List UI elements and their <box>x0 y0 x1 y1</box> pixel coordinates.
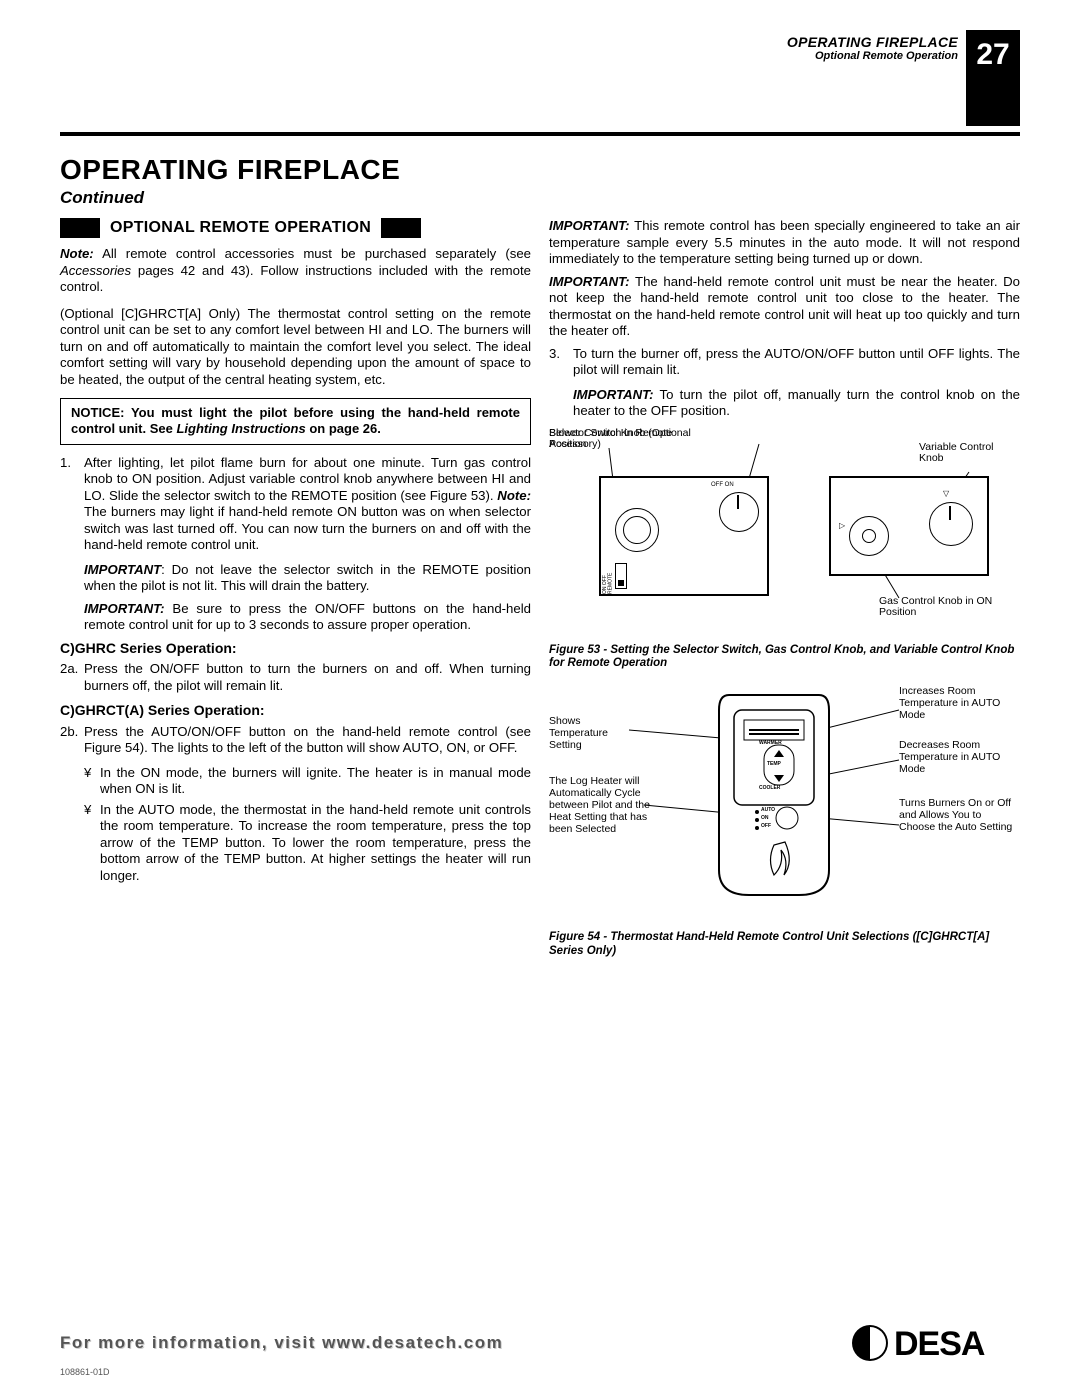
panel-right: ▷ ▽ <box>829 476 989 576</box>
label-auto: AUTO <box>761 808 775 814</box>
important-3: IMPORTANT: This remote control has been … <box>549 218 1020 268</box>
switch-thumb <box>618 580 624 586</box>
important-2: IMPORTANT: Be sure to press the ON/OFF b… <box>84 601 531 634</box>
header-text-block: OPERATING FIREPLACE Optional Remote Oper… <box>787 30 958 62</box>
subhead-cghrc: C)GHRC Series Operation: <box>60 640 531 658</box>
list-item-2a: 2a. Press the ON/OFF button to turn the … <box>60 661 531 694</box>
notice-box: NOTICE: You must light the pilot before … <box>60 398 531 445</box>
label-cooler: COOLER <box>759 786 780 792</box>
label-turns-burners: Turns Burners On or Off and Allows You t… <box>899 797 1019 833</box>
bullet-auto-mode: ¥ In the AUTO mode, the thermostat in th… <box>84 802 531 885</box>
top-header: OPERATING FIREPLACE Optional Remote Oper… <box>60 30 1020 126</box>
knob-gas-inner <box>862 529 876 543</box>
list-body: To turn the burner off, press the AUTO/O… <box>573 346 1020 379</box>
list-item-1: 1. After lighting, let pilot flame burn … <box>60 455 531 554</box>
list-number: 2a. <box>60 661 84 694</box>
footer: For more information, visit www.desatech… <box>0 1323 1080 1377</box>
label-gas-knob: Gas Control Knob in ON Position <box>879 596 999 619</box>
remote-svg <box>709 690 839 900</box>
continued-label: Continued <box>60 188 1020 208</box>
list-body: After lighting, let pilot flame burn for… <box>84 455 531 554</box>
selector-labels: ON OFF REMOTE <box>603 562 614 594</box>
desa-logo-icon: DESA <box>850 1323 1020 1363</box>
right-column: IMPORTANT: This remote control has been … <box>549 218 1020 959</box>
label-blower-knob: Blower Control Knob (Optional Accessory) <box>549 428 699 451</box>
left-column: OPTIONAL REMOTE OPERATION Note: All remo… <box>60 218 531 959</box>
bullet-glyph: ¥ <box>84 802 100 885</box>
bullet-glyph: ¥ <box>84 765 100 798</box>
important-5: IMPORTANT: To turn the pilot off, manual… <box>573 387 1020 420</box>
page-number: 27 <box>966 30 1020 126</box>
list-body: Press the ON/OFF button to turn the burn… <box>84 661 531 694</box>
svg-text:DESA: DESA <box>894 1325 985 1363</box>
figure-54-caption: Figure 54 - Thermostat Hand-Held Remote … <box>549 931 1020 959</box>
figure-53-caption: Figure 53 - Setting the Selector Switch,… <box>549 644 1020 672</box>
horizontal-rule <box>60 132 1020 136</box>
arrow-left-icon: ▷ <box>839 522 845 531</box>
arrow-up-icon: ▽ <box>943 490 949 499</box>
label-log-heater: The Log Heater will Automatically Cycle … <box>549 775 669 835</box>
bullet-on-mode: ¥ In the ON mode, the burners will ignit… <box>84 765 531 798</box>
header-section-title: OPERATING FIREPLACE <box>787 34 958 50</box>
list-number: 3. <box>549 346 573 379</box>
list-body: Press the AUTO/ON/OFF button on the hand… <box>84 724 531 757</box>
subhead-cghrcta: C)GHRCT(A) Series Operation: <box>60 702 531 720</box>
note-text: All remote control accessories must be p… <box>60 246 531 294</box>
label-variable-knob: Variable Control Knob <box>919 442 1009 465</box>
important-1: IMPORTANT: Do not leave the selector swi… <box>84 562 531 595</box>
figure-54: Shows Temperature Setting The Log Heater… <box>549 685 1020 925</box>
figure-53: Selector Switch in Remote Position Blowe… <box>549 428 1020 638</box>
remote-body: WARMER TEMP COOLER AUTO ON OFF <box>709 690 839 900</box>
paragraph-thermostat: (Optional [C]GHRCT[A] Only) The thermost… <box>60 306 531 389</box>
label-on: ON <box>761 816 769 822</box>
label-warmer: WARMER <box>759 741 782 747</box>
knob-blower <box>719 492 759 532</box>
page-title: OPERATING FIREPLACE <box>60 154 1020 186</box>
knob-pilot <box>615 508 659 552</box>
knob-gas <box>849 516 889 556</box>
footer-bar: For more information, visit www.desatech… <box>0 1323 1080 1363</box>
two-column-layout: OPTIONAL REMOTE OPERATION Note: All remo… <box>60 218 1020 959</box>
selector-switch <box>615 563 627 589</box>
page-root: OPERATING FIREPLACE Optional Remote Oper… <box>0 0 1080 1397</box>
note-paragraph: Note: All remote control accessories mus… <box>60 246 531 296</box>
banner-box-left <box>60 218 100 238</box>
panel-left: OFF ON ON OFF REMOTE <box>599 476 769 596</box>
knob-variable <box>929 502 973 546</box>
knob-inner <box>623 516 651 544</box>
section-heading: OPTIONAL REMOTE OPERATION <box>110 218 371 238</box>
section-banner: OPTIONAL REMOTE OPERATION <box>60 218 531 238</box>
important-4: IMPORTANT: The hand-held remote control … <box>549 274 1020 340</box>
label-increases: Increases Room Temperature in AUTO Mode <box>899 685 1019 721</box>
bullet-text: In the AUTO mode, the thermostat in the … <box>100 802 531 885</box>
list-number: 2b. <box>60 724 84 757</box>
bullet-text: In the ON mode, the burners will ignite.… <box>100 765 531 798</box>
label-shows-temp: Shows Temperature Setting <box>549 715 639 751</box>
brand-logo: DESA <box>850 1323 1020 1363</box>
label-off-on: OFF ON <box>711 482 734 489</box>
banner-box-right <box>381 218 421 238</box>
footer-text: For more information, visit www.desatech… <box>60 1333 850 1353</box>
document-id: 108861-01D <box>60 1367 1080 1377</box>
label-decreases: Decreases Room Temperature in AUTO Mode <box>899 739 1019 775</box>
list-item-2b: 2b. Press the AUTO/ON/OFF button on the … <box>60 724 531 757</box>
label-temp: TEMP <box>767 762 781 768</box>
label-off: OFF <box>761 824 771 830</box>
list-item-3: 3. To turn the burner off, press the AUT… <box>549 346 1020 379</box>
header-subsection: Optional Remote Operation <box>787 50 958 62</box>
list-number: 1. <box>60 455 84 554</box>
knob-pointer <box>737 495 739 509</box>
knob-pointer <box>949 506 951 520</box>
